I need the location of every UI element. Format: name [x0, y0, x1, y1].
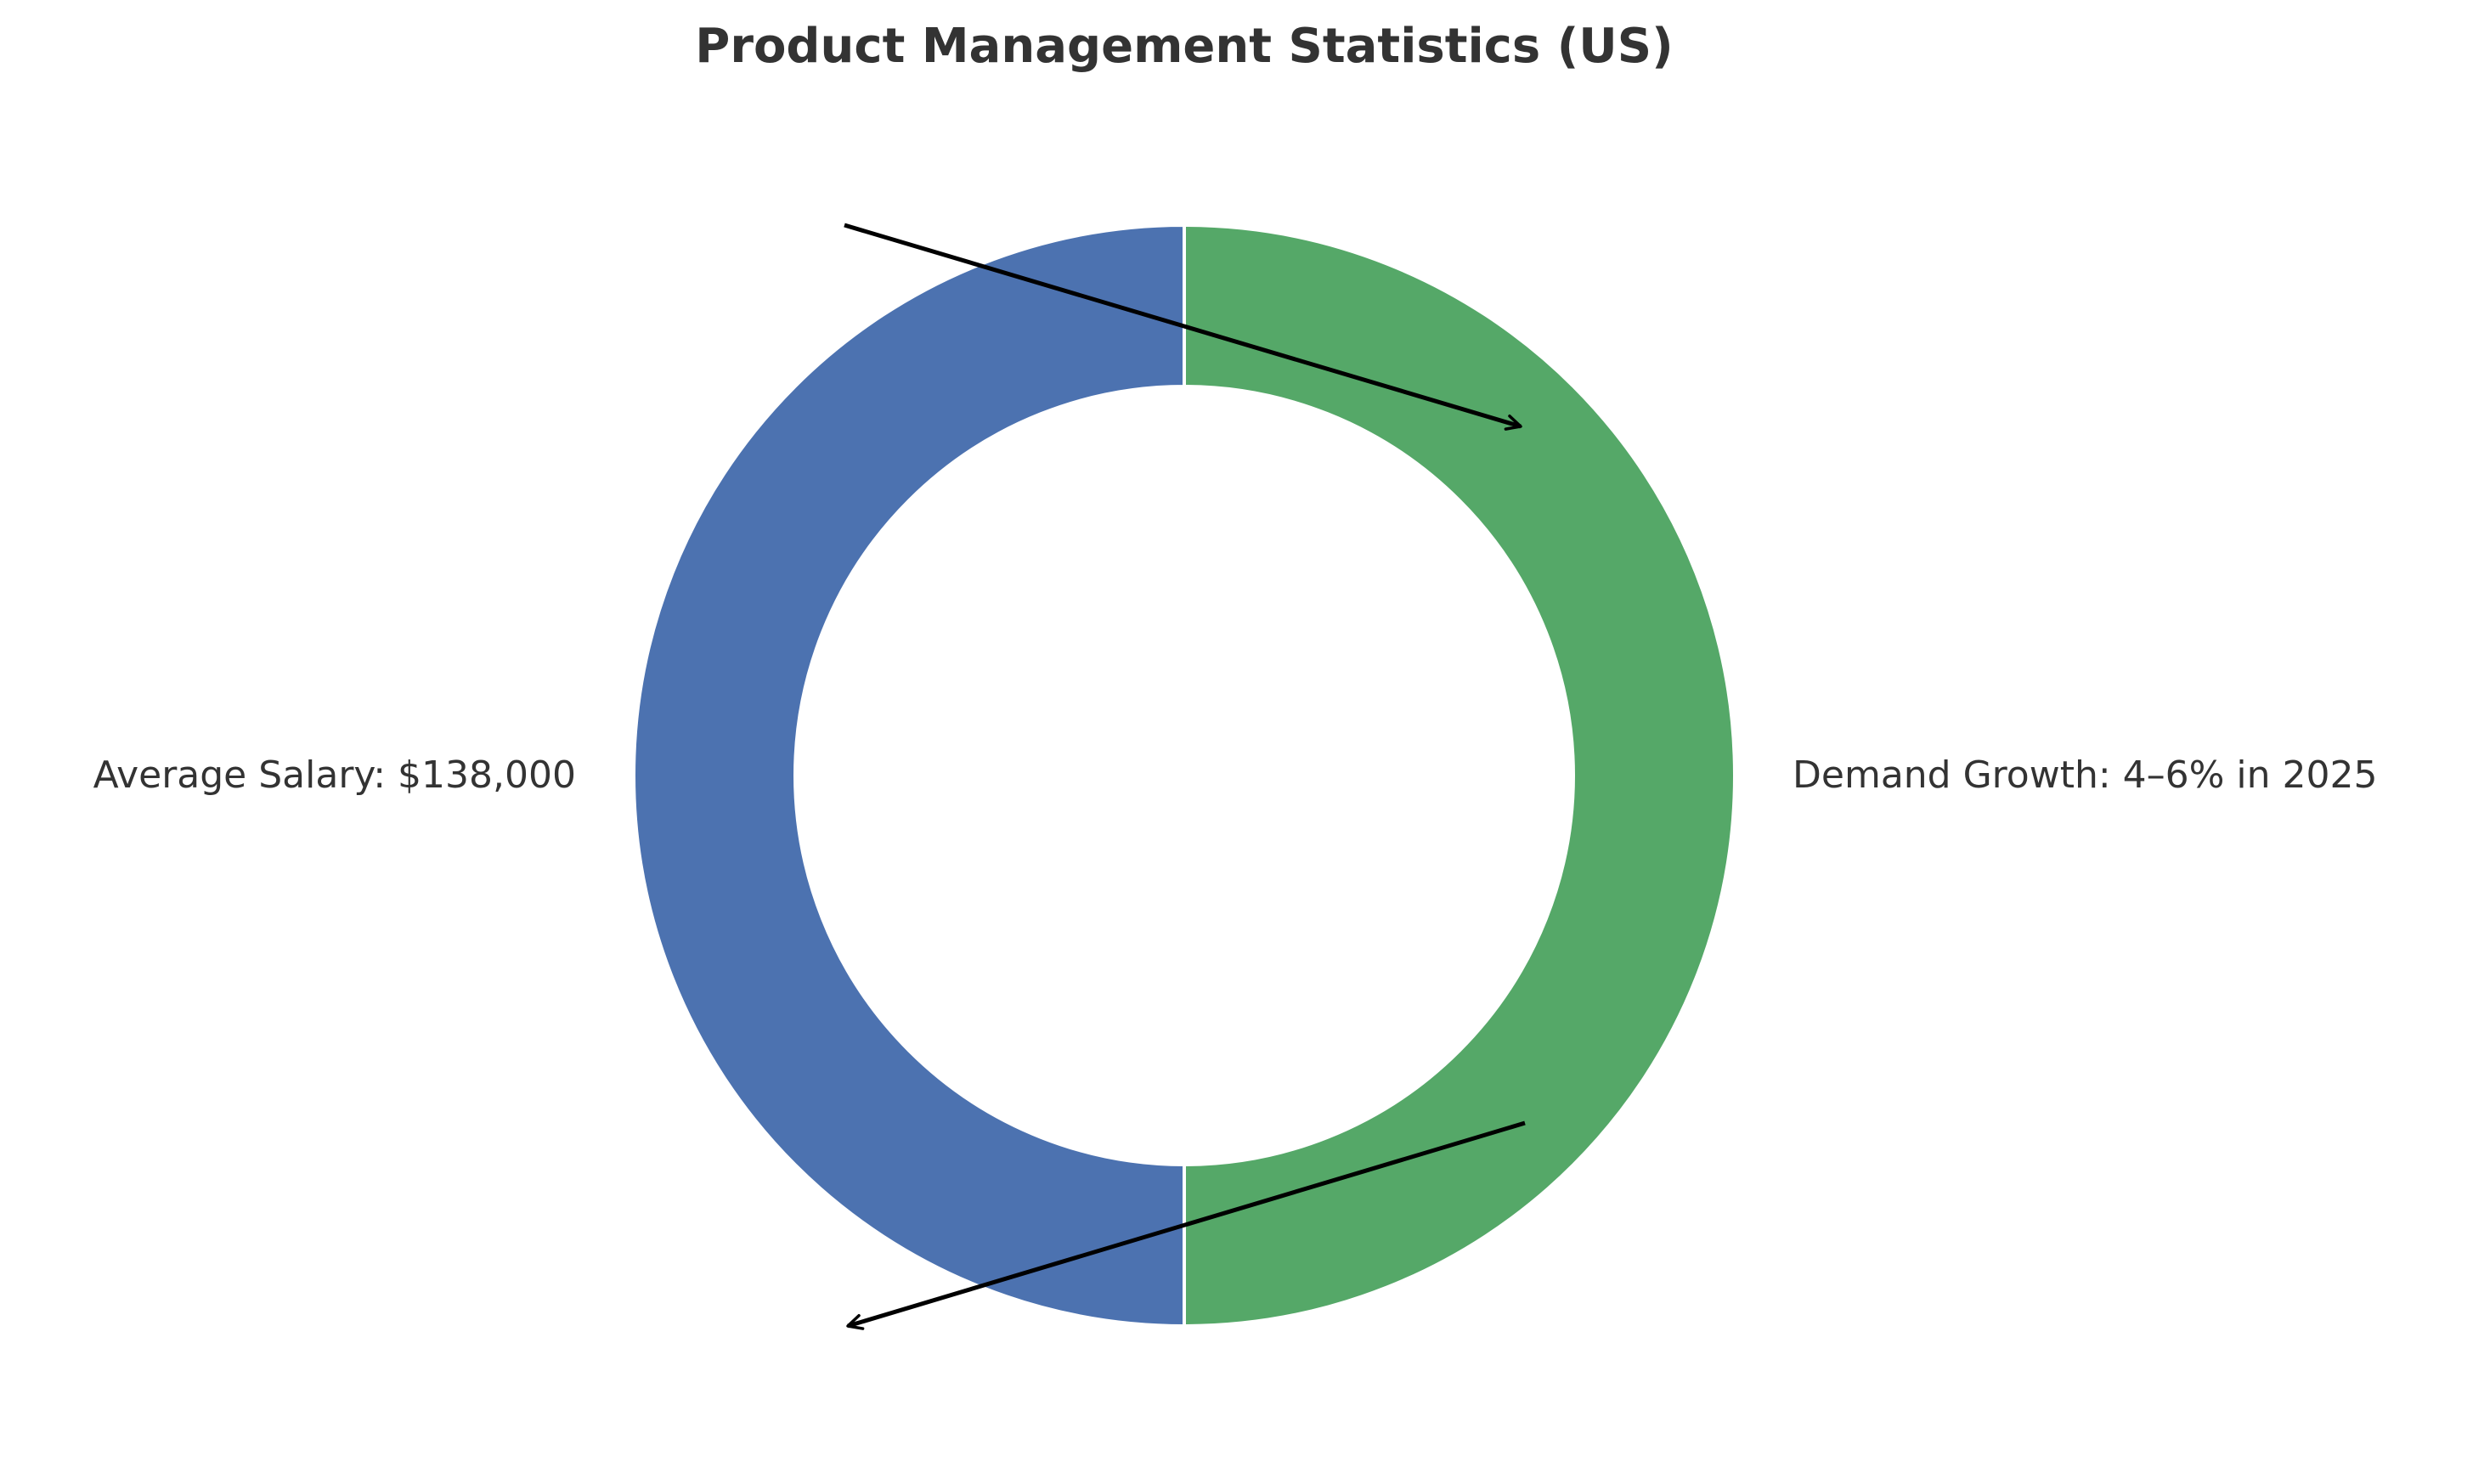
slice-labels: Demand Growth: 4–6% in 2025 Average Sala… [93, 753, 2378, 797]
donut-wedge-1 [632, 223, 1186, 1329]
slice-label-demand-growth: Demand Growth: 4–6% in 2025 [1793, 753, 2378, 797]
chart-title: Product Management Statistics (US) [695, 19, 1673, 74]
annotation-arrows [844, 223, 1526, 1330]
slice-label-average-salary: Average Salary: $138,000 [93, 753, 576, 797]
annotation-arrow-top [844, 223, 1522, 431]
donut-wedges [632, 223, 1736, 1329]
donut-wedge-0 [1183, 223, 1736, 1329]
annotation-arrow-bottom [846, 1120, 1526, 1330]
